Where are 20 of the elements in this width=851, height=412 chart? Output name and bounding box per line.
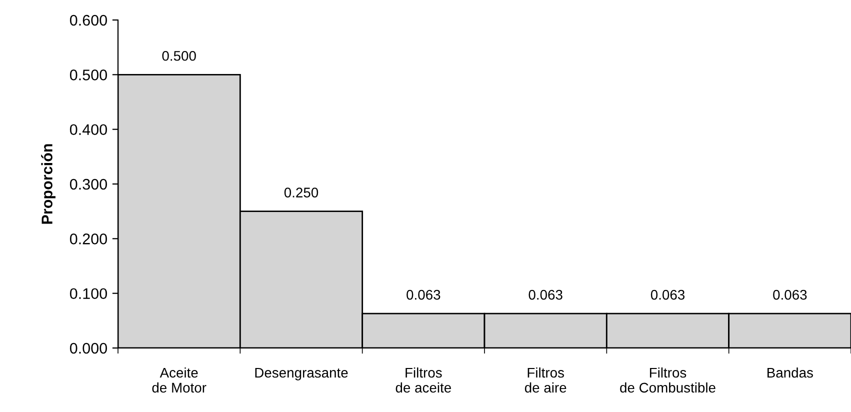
x-tick-label: Filtros de aire (524, 367, 566, 393)
data-label: 0.063 (406, 290, 440, 300)
y-tick-label: 0.600 (70, 14, 107, 26)
x-tick-label: Desengrasante (255, 368, 348, 380)
x-tick-label: Aceite de Motor (152, 367, 206, 393)
y-tick-label: 0.100 (70, 288, 107, 300)
y-tick-label: 0.500 (70, 70, 107, 80)
y-tick-label: 0.300 (70, 178, 107, 190)
data-label: 0.500 (162, 50, 196, 61)
data-label: 0.063 (650, 290, 685, 300)
y-tick-label: 0.000 (70, 342, 107, 354)
data-label: 0.063 (773, 290, 807, 300)
x-tick-label: Bandas (768, 367, 813, 378)
y-axis-title: Proporción (41, 144, 56, 224)
x-tick-label: Filtros de Combustible (620, 367, 716, 393)
x-tick-label: Filtros de aceite (396, 367, 451, 393)
y-tick-label: 0.200 (70, 234, 107, 244)
data-label: 0.250 (284, 188, 318, 198)
data-label: 0.063 (528, 290, 562, 300)
y-tick-label: 0.400 (70, 124, 107, 136)
